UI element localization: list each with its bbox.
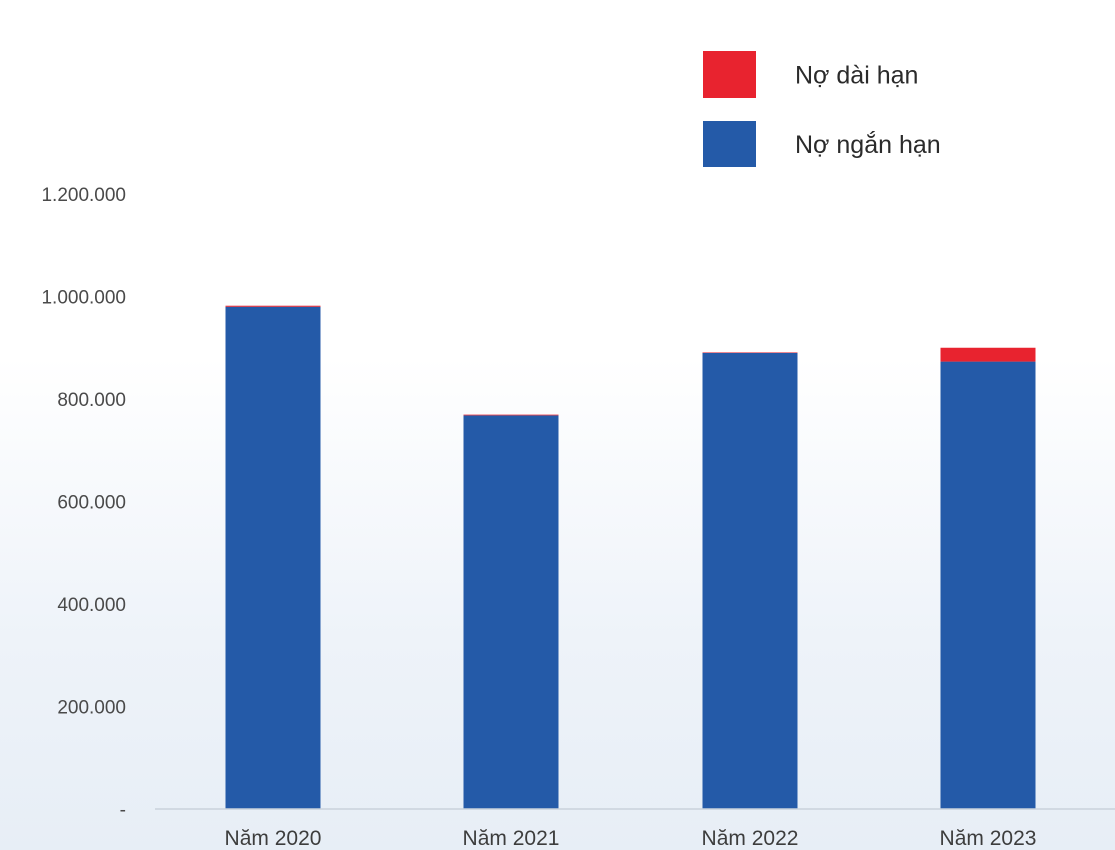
bars: [225, 305, 1036, 809]
bar-segment: [940, 347, 1036, 362]
legend-label: Nợ ngắn hạn: [795, 130, 941, 159]
bar-segment: [225, 306, 321, 809]
x-tick-label: Năm 2021: [463, 827, 560, 850]
bar-segment: [225, 305, 321, 307]
bar-segment: [702, 352, 798, 809]
legend-label: Nợ dài hạn: [795, 62, 918, 90]
bar-segment: [940, 361, 1036, 809]
y-tick-label: -: [120, 800, 126, 821]
x-tick-label: Năm 2023: [940, 827, 1037, 850]
y-axis: - 200.000 400.000 600.000 800.000 1.000.000 1.…: [41, 185, 126, 821]
x-tick-label: Năm 2020: [225, 827, 322, 850]
bar-segment: [463, 415, 559, 809]
bar-segment: [463, 414, 559, 416]
y-tick-label: 1.200.000: [41, 185, 126, 206]
x-tick-label: Năm 2022: [702, 827, 799, 850]
y-tick-label: 400.000: [57, 595, 126, 616]
legend: Nợ dài hạn Nợ ngắn hạn: [703, 51, 941, 167]
bar-segment: [702, 352, 798, 353]
y-tick-label: 1.000.000: [41, 288, 126, 309]
legend-swatch: [703, 121, 756, 167]
y-tick-label: 200.000: [57, 698, 126, 719]
legend-swatch: [703, 51, 756, 98]
y-tick-label: 600.000: [57, 493, 126, 514]
y-tick-label: 800.000: [57, 390, 126, 411]
x-axis: Năm 2020 Năm 2021 Năm 2022 Năm 2023: [225, 827, 1037, 850]
